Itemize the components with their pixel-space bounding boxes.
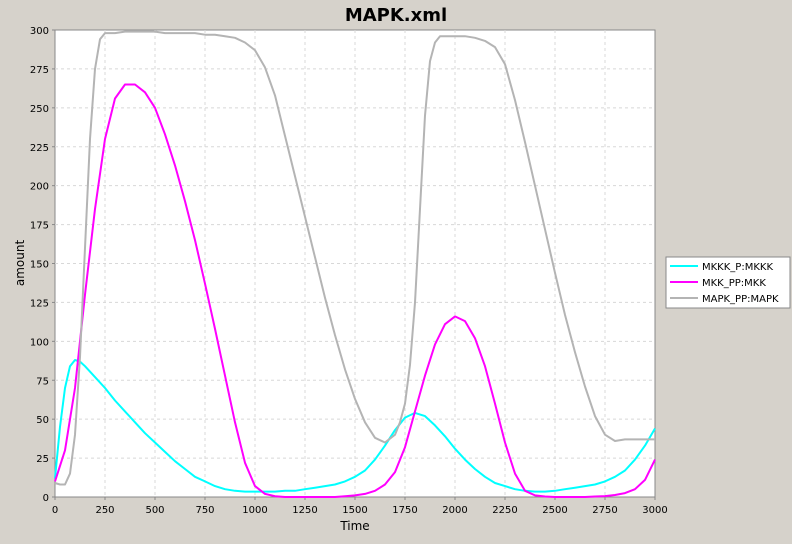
legend-label: MAPK_PP:MAPK [702,294,779,305]
y-tick-label: 0 [43,493,49,504]
y-tick-label: 125 [30,298,49,309]
y-tick-label: 50 [36,415,49,426]
axes: 0 250 500 750 1000 1250 1500 1750 2000 2250 2500 27… [30,26,668,516]
legend-label: MKK_PP:MKK [702,278,766,289]
x-tick-label: 2250 [492,505,517,516]
x-tick-label: 2750 [592,505,617,516]
series-line-mapk-pp-mapk [54,30,655,486]
y-tick-label: 275 [30,65,49,76]
x-tick-label: 1750 [392,505,417,516]
x-tick-label: 500 [145,505,164,516]
x-tick-label: 1250 [292,505,317,516]
x-tick-label: 2500 [542,505,567,516]
legend: MKKK_P:MKKK MKK_PP:MKK MAPK_PP:MAPK [665,256,791,309]
y-tick-label: 75 [36,376,49,387]
x-tick-label: 750 [195,505,214,516]
y-tick-label: 100 [30,337,49,348]
series-line-mkk-pp-mkk [54,83,656,498]
x-tick-label: 1000 [242,505,267,516]
x-tick-label: 250 [95,505,114,516]
y-tick-label: 25 [36,454,49,465]
y-tick-label: 200 [30,182,49,193]
grid-lines [55,30,655,497]
x-axis-label: Time [339,519,369,533]
series-line-mkkk-p-mkkk [54,359,656,493]
legend-label: MKKK_P:MKKK [702,262,773,273]
y-axis-label: amount [13,240,27,287]
y-tick-label: 300 [30,26,49,37]
x-tick-label: 1500 [342,505,367,516]
y-tick-label: 225 [30,143,49,154]
chart-title: MAPK.xml [345,5,447,26]
y-tick-label: 250 [30,104,49,115]
y-tick-label: 175 [30,221,49,232]
x-tick-label: 3000 [642,505,667,516]
series-lines [54,30,656,498]
x-tick-label: 2000 [442,505,467,516]
y-tick-label: 150 [30,260,49,271]
x-tick-label: 0 [52,505,58,516]
